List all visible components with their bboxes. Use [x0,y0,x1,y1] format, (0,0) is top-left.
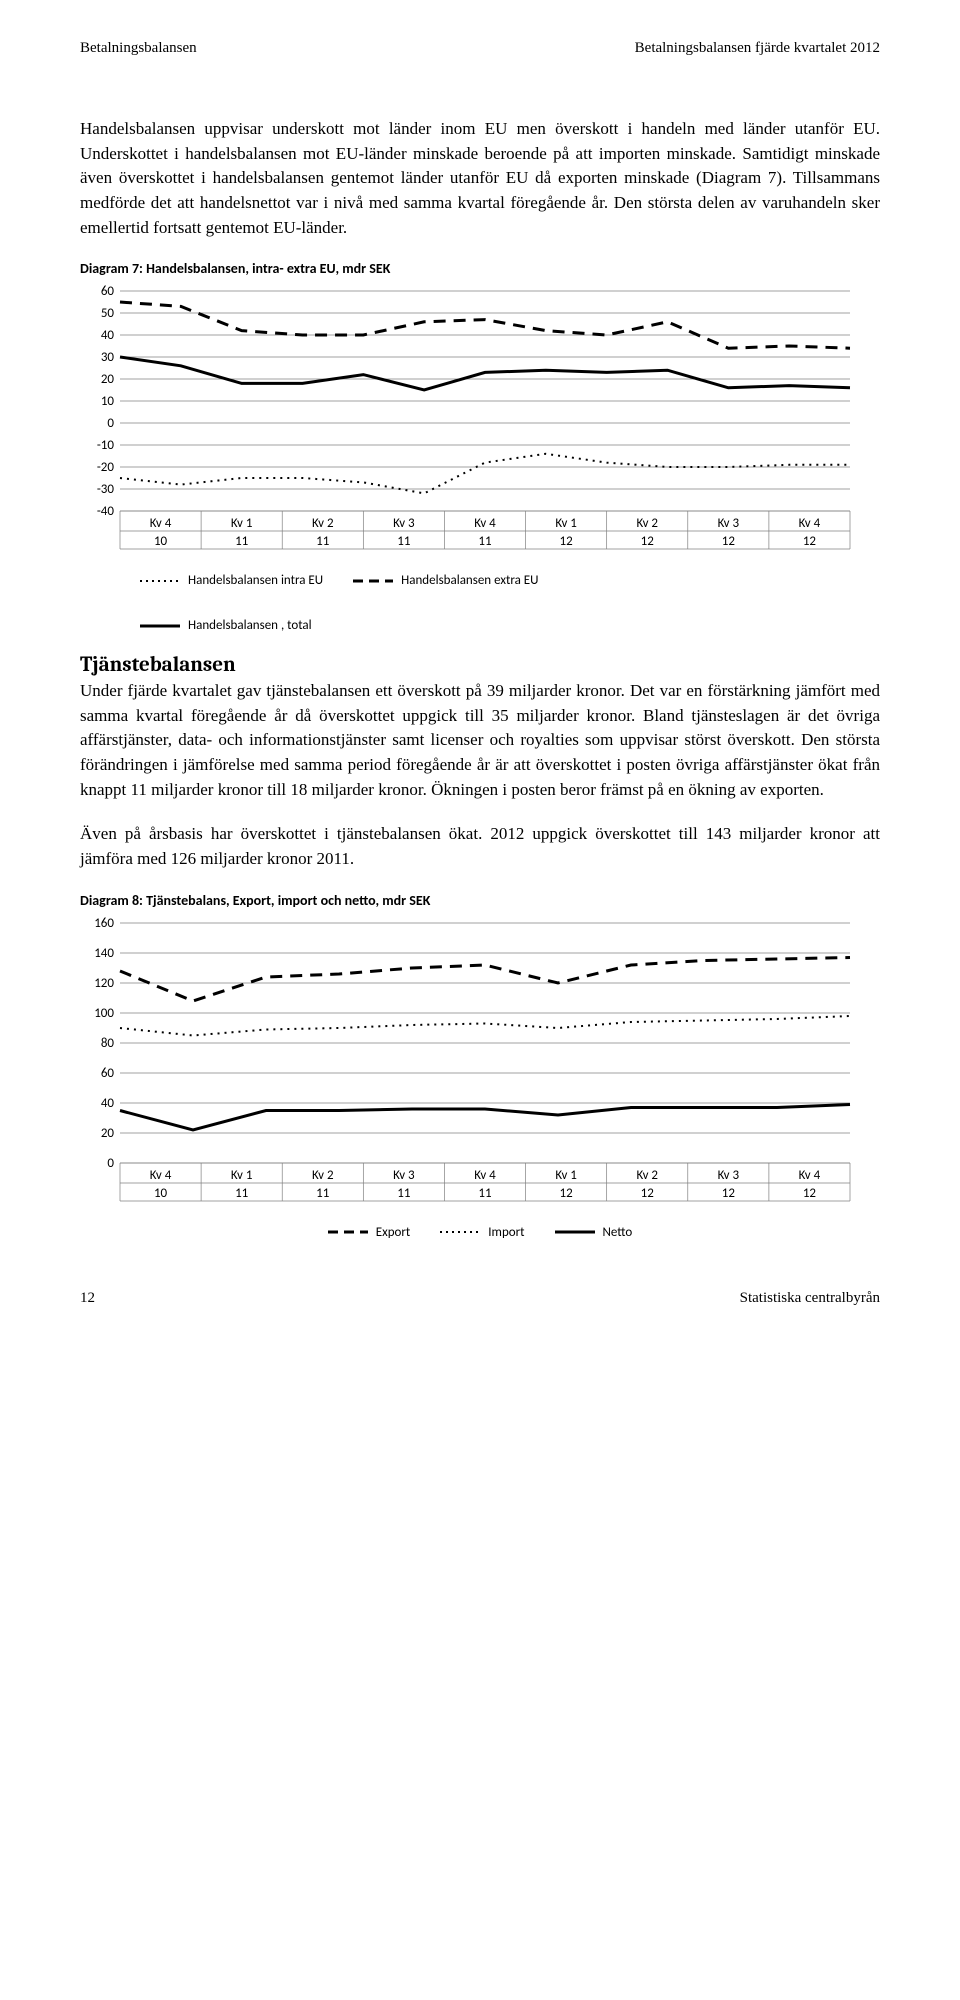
legend-label: Netto [603,1225,633,1240]
svg-text:12: 12 [560,534,574,549]
svg-text:Kv 1: Kv 1 [231,516,253,531]
svg-text:11: 11 [316,534,329,549]
svg-text:11: 11 [235,534,248,549]
svg-text:Kv 2: Kv 2 [636,516,658,531]
page-header: Betalningsbalansen Betalningsbalansen fj… [80,40,880,57]
legend-export: Export [328,1225,411,1240]
svg-text:Kv 1: Kv 1 [231,1168,253,1183]
svg-text:80: 80 [101,1036,115,1051]
paragraph-3: Även på årsbasis har överskottet i tjäns… [80,822,880,871]
svg-text:11: 11 [235,1186,248,1201]
svg-text:-40: -40 [97,504,115,519]
svg-text:Kv 4: Kv 4 [474,516,496,531]
svg-text:10: 10 [154,1186,168,1201]
publisher: Statistiska centralbyrån [740,1290,880,1307]
section-heading-tjanstebalansen: Tjänstebalansen [80,653,880,677]
svg-text:12: 12 [641,534,655,549]
dashed-line-icon [353,574,393,588]
page-number: 12 [80,1290,95,1307]
svg-text:30: 30 [101,350,115,365]
svg-text:-20: -20 [97,460,115,475]
chart-7: Diagram 7: Handelsbalansen, intra- extra… [80,260,880,633]
svg-text:140: 140 [94,946,114,961]
svg-text:Kv 3: Kv 3 [718,1168,740,1183]
legend-total: Handelsbalansen , total [140,618,880,633]
legend-label: Handelsbalansen intra EU [188,573,323,588]
svg-text:Kv 1: Kv 1 [555,516,577,531]
chart-8: Diagram 8: Tjänstebalans, Export, import… [80,892,880,1240]
svg-text:60: 60 [101,284,115,299]
svg-text:Kv 4: Kv 4 [799,1168,821,1183]
dashed-line-icon [328,1225,368,1239]
header-right: Betalningsbalansen fjärde kvartalet 2012 [635,40,880,57]
svg-text:-30: -30 [97,482,115,497]
svg-text:-10: -10 [97,438,115,453]
svg-text:12: 12 [803,534,817,549]
chart-7-title: Diagram 7: Handelsbalansen, intra- extra… [80,260,880,277]
svg-text:Kv 2: Kv 2 [312,516,334,531]
paragraph-2: Under fjärde kvartalet gav tjänstebalans… [80,679,880,802]
solid-line-icon [140,619,180,633]
svg-text:11: 11 [478,1186,491,1201]
svg-text:Kv 2: Kv 2 [312,1168,334,1183]
legend-label: Handelsbalansen , total [188,618,312,633]
svg-text:0: 0 [107,416,114,431]
svg-text:20: 20 [101,1126,115,1141]
chart-8-legend: Export Import Netto [80,1225,880,1240]
svg-text:40: 40 [101,328,115,343]
svg-text:Kv 3: Kv 3 [393,516,415,531]
legend-extra-eu: Handelsbalansen extra EU [353,573,538,588]
dotted-line-icon [440,1225,480,1239]
legend-netto: Netto [555,1225,633,1240]
chart-8-svg: 160 140 120 100 80 60 40 20 0 Kv 4 10 Kv 1 11 Kv 2 11 K… [80,913,860,1213]
svg-text:50: 50 [101,306,115,321]
svg-text:11: 11 [316,1186,329,1201]
svg-text:11: 11 [478,534,491,549]
svg-text:12: 12 [803,1186,817,1201]
svg-text:10: 10 [101,394,115,409]
page-footer: 12 Statistiska centralbyrån [80,1290,880,1307]
chart-7-svg: 60 50 40 30 20 10 0 -10 -20 -30 -40 Kv 4 10 Kv 1 11 Kv … [80,281,860,561]
dotted-line-icon [140,574,180,588]
paragraph-1: Handelsbalansen uppvisar underskott mot … [80,117,880,240]
svg-text:12: 12 [722,534,736,549]
legend-label: Handelsbalansen extra EU [401,573,538,588]
svg-text:12: 12 [560,1186,574,1201]
svg-text:0: 0 [107,1156,114,1171]
svg-text:11: 11 [397,534,410,549]
svg-text:Kv 4: Kv 4 [150,516,172,531]
chart-7-legend: Handelsbalansen intra EU Handelsbalansen… [140,573,880,633]
svg-text:Kv 1: Kv 1 [555,1168,577,1183]
svg-text:11: 11 [397,1186,410,1201]
svg-text:40: 40 [101,1096,115,1111]
svg-text:12: 12 [722,1186,736,1201]
svg-text:100: 100 [94,1006,114,1021]
svg-text:Kv 4: Kv 4 [150,1168,172,1183]
legend-label: Export [376,1225,411,1240]
svg-text:12: 12 [641,1186,655,1201]
svg-text:Kv 4: Kv 4 [474,1168,496,1183]
legend-label: Import [488,1225,524,1240]
svg-text:Kv 4: Kv 4 [799,516,821,531]
svg-text:20: 20 [101,372,115,387]
svg-text:Kv 3: Kv 3 [393,1168,415,1183]
svg-text:Kv 3: Kv 3 [718,516,740,531]
legend-import: Import [440,1225,524,1240]
svg-text:60: 60 [101,1066,115,1081]
chart-8-title: Diagram 8: Tjänstebalans, Export, import… [80,892,880,909]
svg-text:Kv 2: Kv 2 [636,1168,658,1183]
header-left: Betalningsbalansen [80,40,197,57]
legend-intra-eu: Handelsbalansen intra EU [140,573,323,588]
svg-text:10: 10 [154,534,168,549]
svg-text:160: 160 [94,916,114,931]
solid-line-icon [555,1225,595,1239]
svg-text:120: 120 [94,976,114,991]
